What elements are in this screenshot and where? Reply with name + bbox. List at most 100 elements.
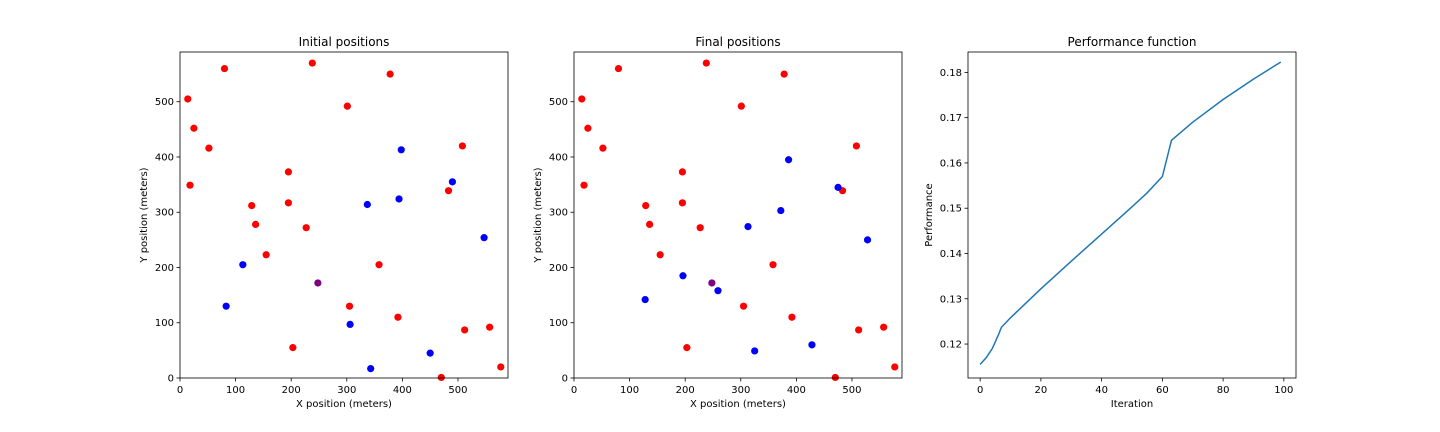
y-tick-label: 500 xyxy=(155,97,174,108)
chart-2: Final positions 0 100 200 300 400 500 0 100 200 30… xyxy=(533,35,903,410)
red-point xyxy=(584,124,592,132)
blue-point xyxy=(744,223,752,231)
x-axis-label: X position (meters) xyxy=(296,399,392,410)
x-tick-label: 20 xyxy=(1035,385,1048,396)
axes-frame xyxy=(179,51,509,379)
red-point xyxy=(458,142,467,150)
red-point xyxy=(343,102,351,110)
red-point xyxy=(461,326,469,334)
red-point xyxy=(614,64,623,73)
y-axis-label: Performance xyxy=(924,183,935,246)
blue-point xyxy=(426,349,434,357)
red-point xyxy=(683,344,691,352)
y-tick-label: 500 xyxy=(549,97,568,108)
red-point xyxy=(831,373,839,382)
blue-point xyxy=(863,236,872,244)
blue-point xyxy=(397,146,405,154)
red-point xyxy=(289,344,297,352)
red-point xyxy=(646,220,654,228)
red-point xyxy=(220,64,229,73)
x-tick-label: 500 xyxy=(842,385,861,396)
red-point xyxy=(678,199,687,207)
x-tick-label: 40 xyxy=(1095,385,1108,396)
x-tick-label: 500 xyxy=(448,385,467,396)
performance-line xyxy=(979,61,1282,365)
red-point xyxy=(302,224,310,232)
blue-point xyxy=(784,156,793,164)
blue-point xyxy=(448,178,457,186)
blue-point xyxy=(395,195,403,203)
x-tick-label: 400 xyxy=(787,385,806,396)
blue-point xyxy=(751,347,759,355)
y-tick-label: 100 xyxy=(549,318,568,329)
y-tick-label: 0.12 xyxy=(940,340,962,351)
blue-point xyxy=(480,234,488,242)
y-tick-label: 400 xyxy=(549,152,568,163)
red-point xyxy=(769,261,777,269)
y-tick-label: 0.13 xyxy=(940,294,962,305)
purple-point xyxy=(314,279,322,287)
blue-point xyxy=(363,200,371,209)
y-axis-label: Y position (meters) xyxy=(139,167,150,263)
red-point xyxy=(788,313,796,321)
blue-point xyxy=(808,341,816,349)
x-tick-label: 100 xyxy=(620,385,639,396)
x-tick-label: 0 xyxy=(177,385,183,396)
red-point xyxy=(186,181,194,189)
chart-3: Performance function 0 20 40 60 80 100 0.12 0.13… xyxy=(924,35,1297,410)
axes-frame xyxy=(967,51,1297,379)
y-tick-label: 200 xyxy=(549,263,568,274)
purple-point xyxy=(708,279,716,287)
red-point xyxy=(497,363,505,371)
x-tick-label: 60 xyxy=(1156,385,1169,396)
red-point xyxy=(308,59,316,67)
x-tick-label: 300 xyxy=(337,385,356,396)
red-point xyxy=(656,251,664,259)
x-axis-label: Iteration xyxy=(1111,399,1153,410)
red-point xyxy=(642,202,650,210)
red-point xyxy=(252,220,260,228)
red-point xyxy=(375,261,383,269)
red-point xyxy=(737,102,745,110)
y-tick-label: 200 xyxy=(155,263,174,274)
red-point xyxy=(696,224,704,232)
chart-title: Initial positions xyxy=(299,35,390,49)
red-point xyxy=(855,326,863,334)
x-tick-label: 100 xyxy=(1274,385,1293,396)
red-point xyxy=(780,70,788,78)
x-axis-label: X position (meters) xyxy=(690,399,786,410)
chart-title: Performance function xyxy=(1068,35,1197,49)
y-tick-label: 0.14 xyxy=(940,249,962,260)
red-point xyxy=(394,313,402,321)
blue-point xyxy=(222,302,230,310)
red-point xyxy=(284,199,293,207)
chart-title: Final positions xyxy=(695,35,780,49)
y-tick-label: 400 xyxy=(155,152,174,163)
red-point xyxy=(248,202,256,210)
red-point xyxy=(345,302,354,310)
blue-point xyxy=(679,272,687,280)
red-point xyxy=(437,373,445,382)
axes-frame xyxy=(573,51,903,379)
red-point xyxy=(444,187,453,195)
x-tick-label: 400 xyxy=(393,385,412,396)
blue-point xyxy=(346,320,354,329)
red-point xyxy=(702,59,710,67)
blue-point xyxy=(641,295,649,304)
red-point xyxy=(599,144,607,152)
red-point xyxy=(262,251,270,259)
red-point xyxy=(891,363,899,371)
y-tick-label: 300 xyxy=(549,208,568,219)
y-tick-label: 0.16 xyxy=(940,158,962,169)
x-tick-label: 200 xyxy=(282,385,301,396)
y-tick-label: 300 xyxy=(155,208,174,219)
red-point xyxy=(739,302,748,310)
y-tick-label: 0.18 xyxy=(940,68,962,79)
y-axis-label: Y position (meters) xyxy=(533,167,544,263)
x-tick-label: 0 xyxy=(571,385,577,396)
y-tick-label: 0 xyxy=(168,374,174,385)
red-point xyxy=(205,144,213,152)
red-point xyxy=(184,95,192,103)
red-point xyxy=(486,323,494,331)
